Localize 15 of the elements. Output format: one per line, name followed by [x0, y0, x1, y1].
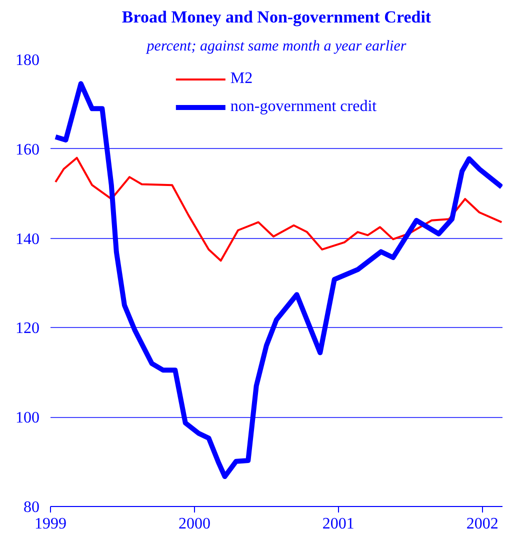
y-tick-label: 80: [24, 499, 40, 516]
x-tick-label: 2001: [322, 516, 354, 532]
chart-subtitle: percent; against same month a year earlier: [146, 38, 406, 54]
x-tick-label: 2000: [178, 516, 210, 532]
legend-label: non-government credit: [230, 98, 377, 116]
chart-title: Broad Money and Non-government Credit: [122, 8, 432, 26]
y-tick-label: 180: [16, 52, 40, 69]
y-tick-label: 100: [16, 410, 40, 427]
y-tick-label: 120: [16, 320, 40, 338]
y-tick-label: 160: [16, 141, 40, 158]
legend-label: M2: [230, 70, 253, 88]
x-tick-label: 1999: [34, 516, 66, 532]
y-tick-label: 140: [16, 230, 40, 248]
line-series: [54, 156, 502, 262]
x-tick-label: 2002: [466, 516, 498, 532]
